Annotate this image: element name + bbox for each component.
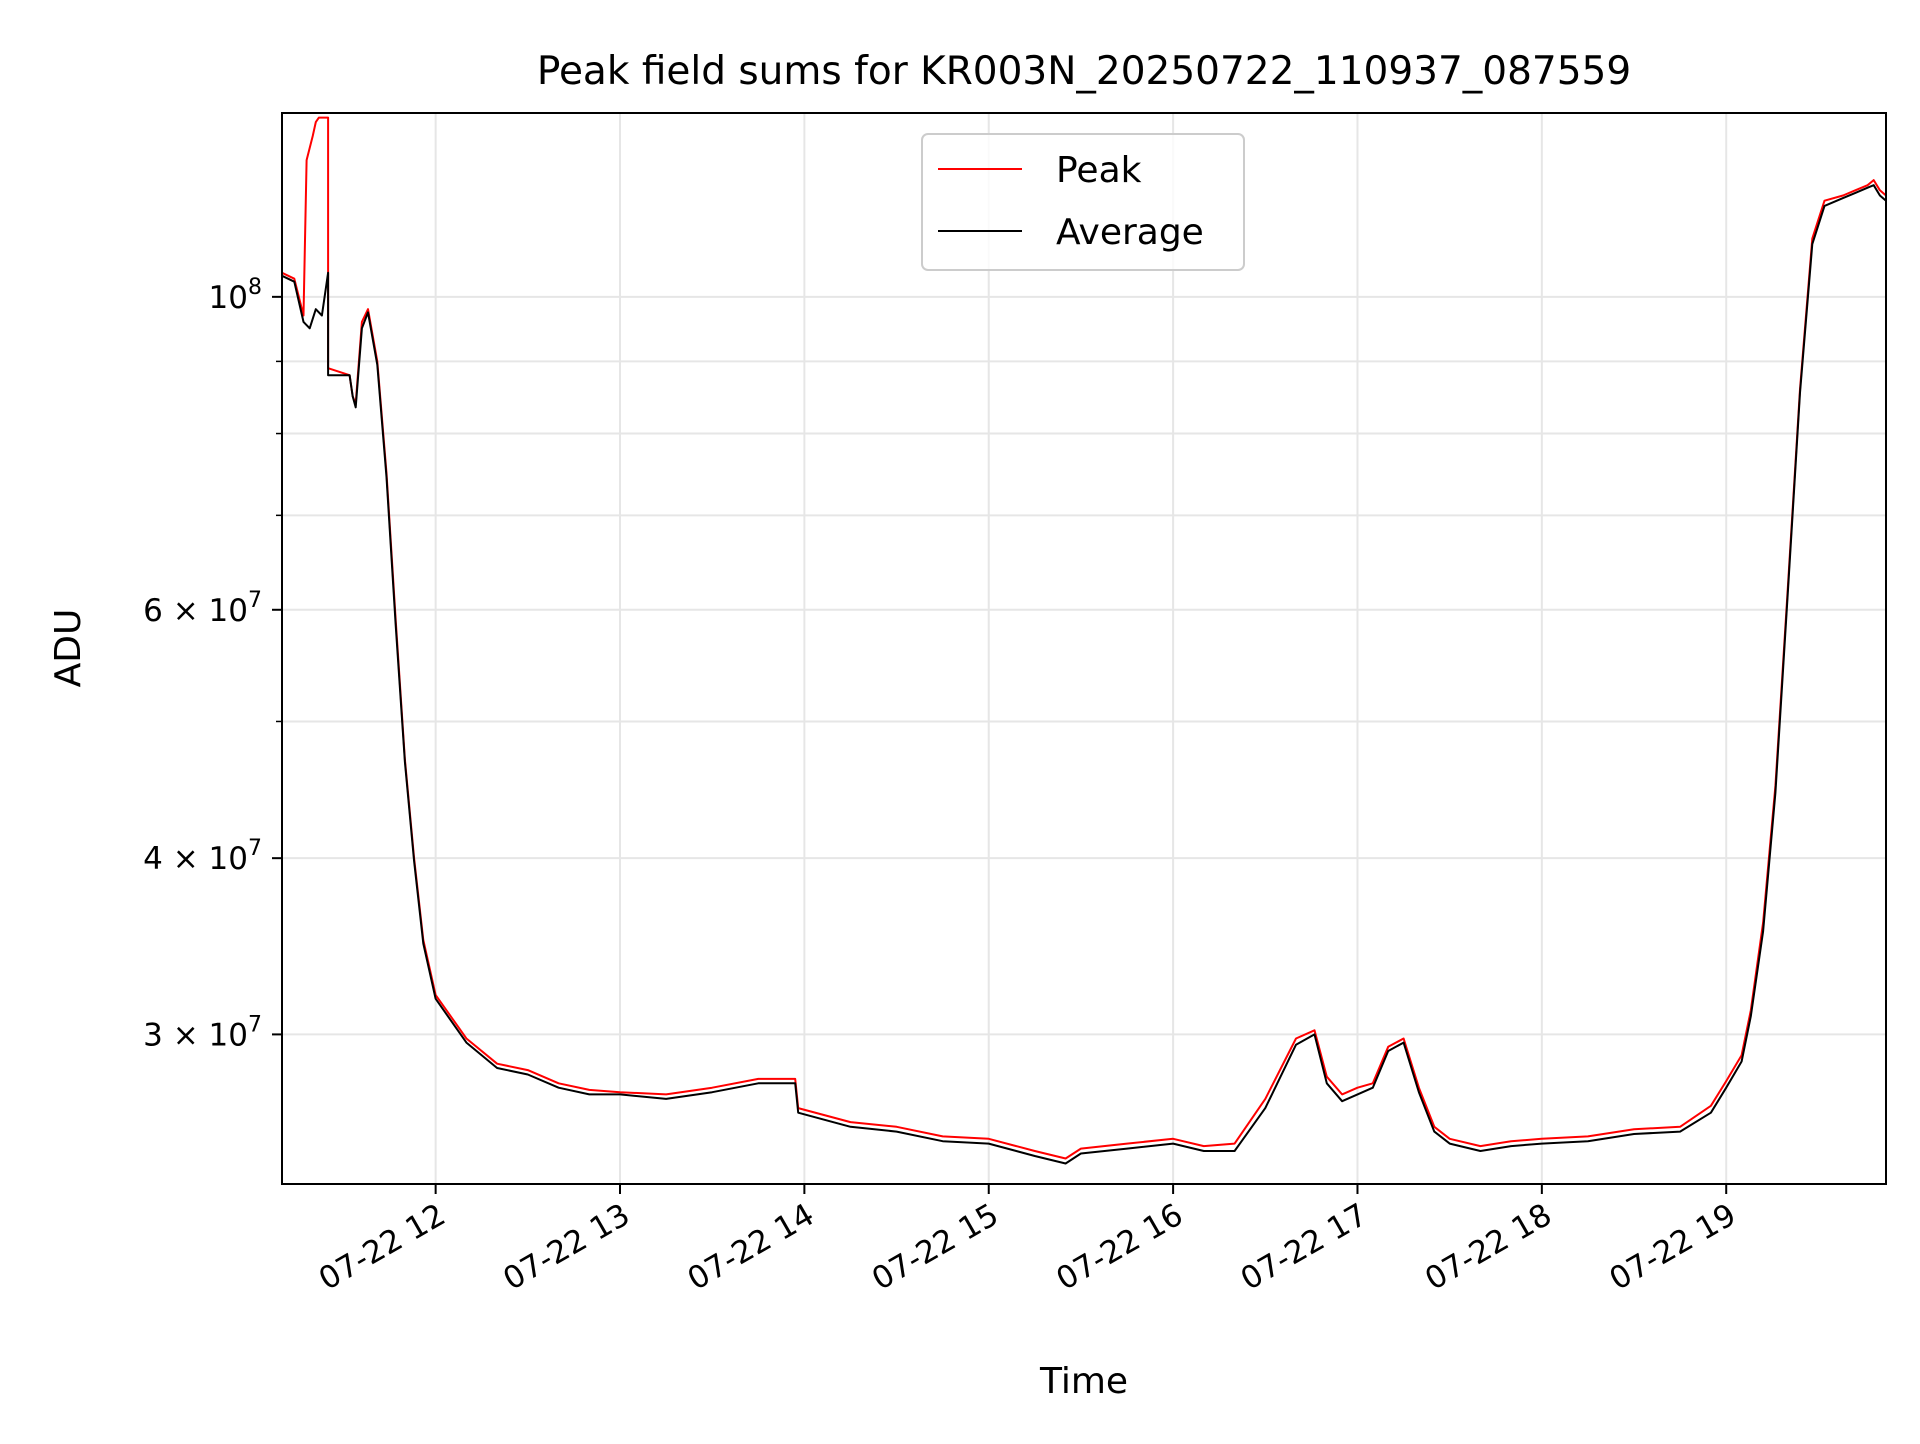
legend-label-average: Average: [1056, 212, 1204, 253]
chart-title: Peak field sums for KR003N_20250722_1109…: [537, 49, 1631, 94]
y-axis-label: ADU: [48, 609, 89, 688]
legend: Peak Average: [921, 133, 1245, 271]
y-tick-label: 6 × 107: [143, 588, 262, 629]
plot-frame: [281, 112, 1887, 1185]
gridlines: [282, 113, 1886, 1184]
y-tick-label: 3 × 107: [143, 1012, 262, 1053]
x-axis-label: Time: [1039, 1361, 1128, 1402]
y-tick-label: 108: [209, 275, 262, 316]
series-line-average: [281, 184, 1887, 1165]
legend-label-peak: Peak: [1056, 150, 1142, 191]
y-tick-label: 4 × 107: [143, 836, 262, 877]
series-group: [281, 116, 1887, 1165]
